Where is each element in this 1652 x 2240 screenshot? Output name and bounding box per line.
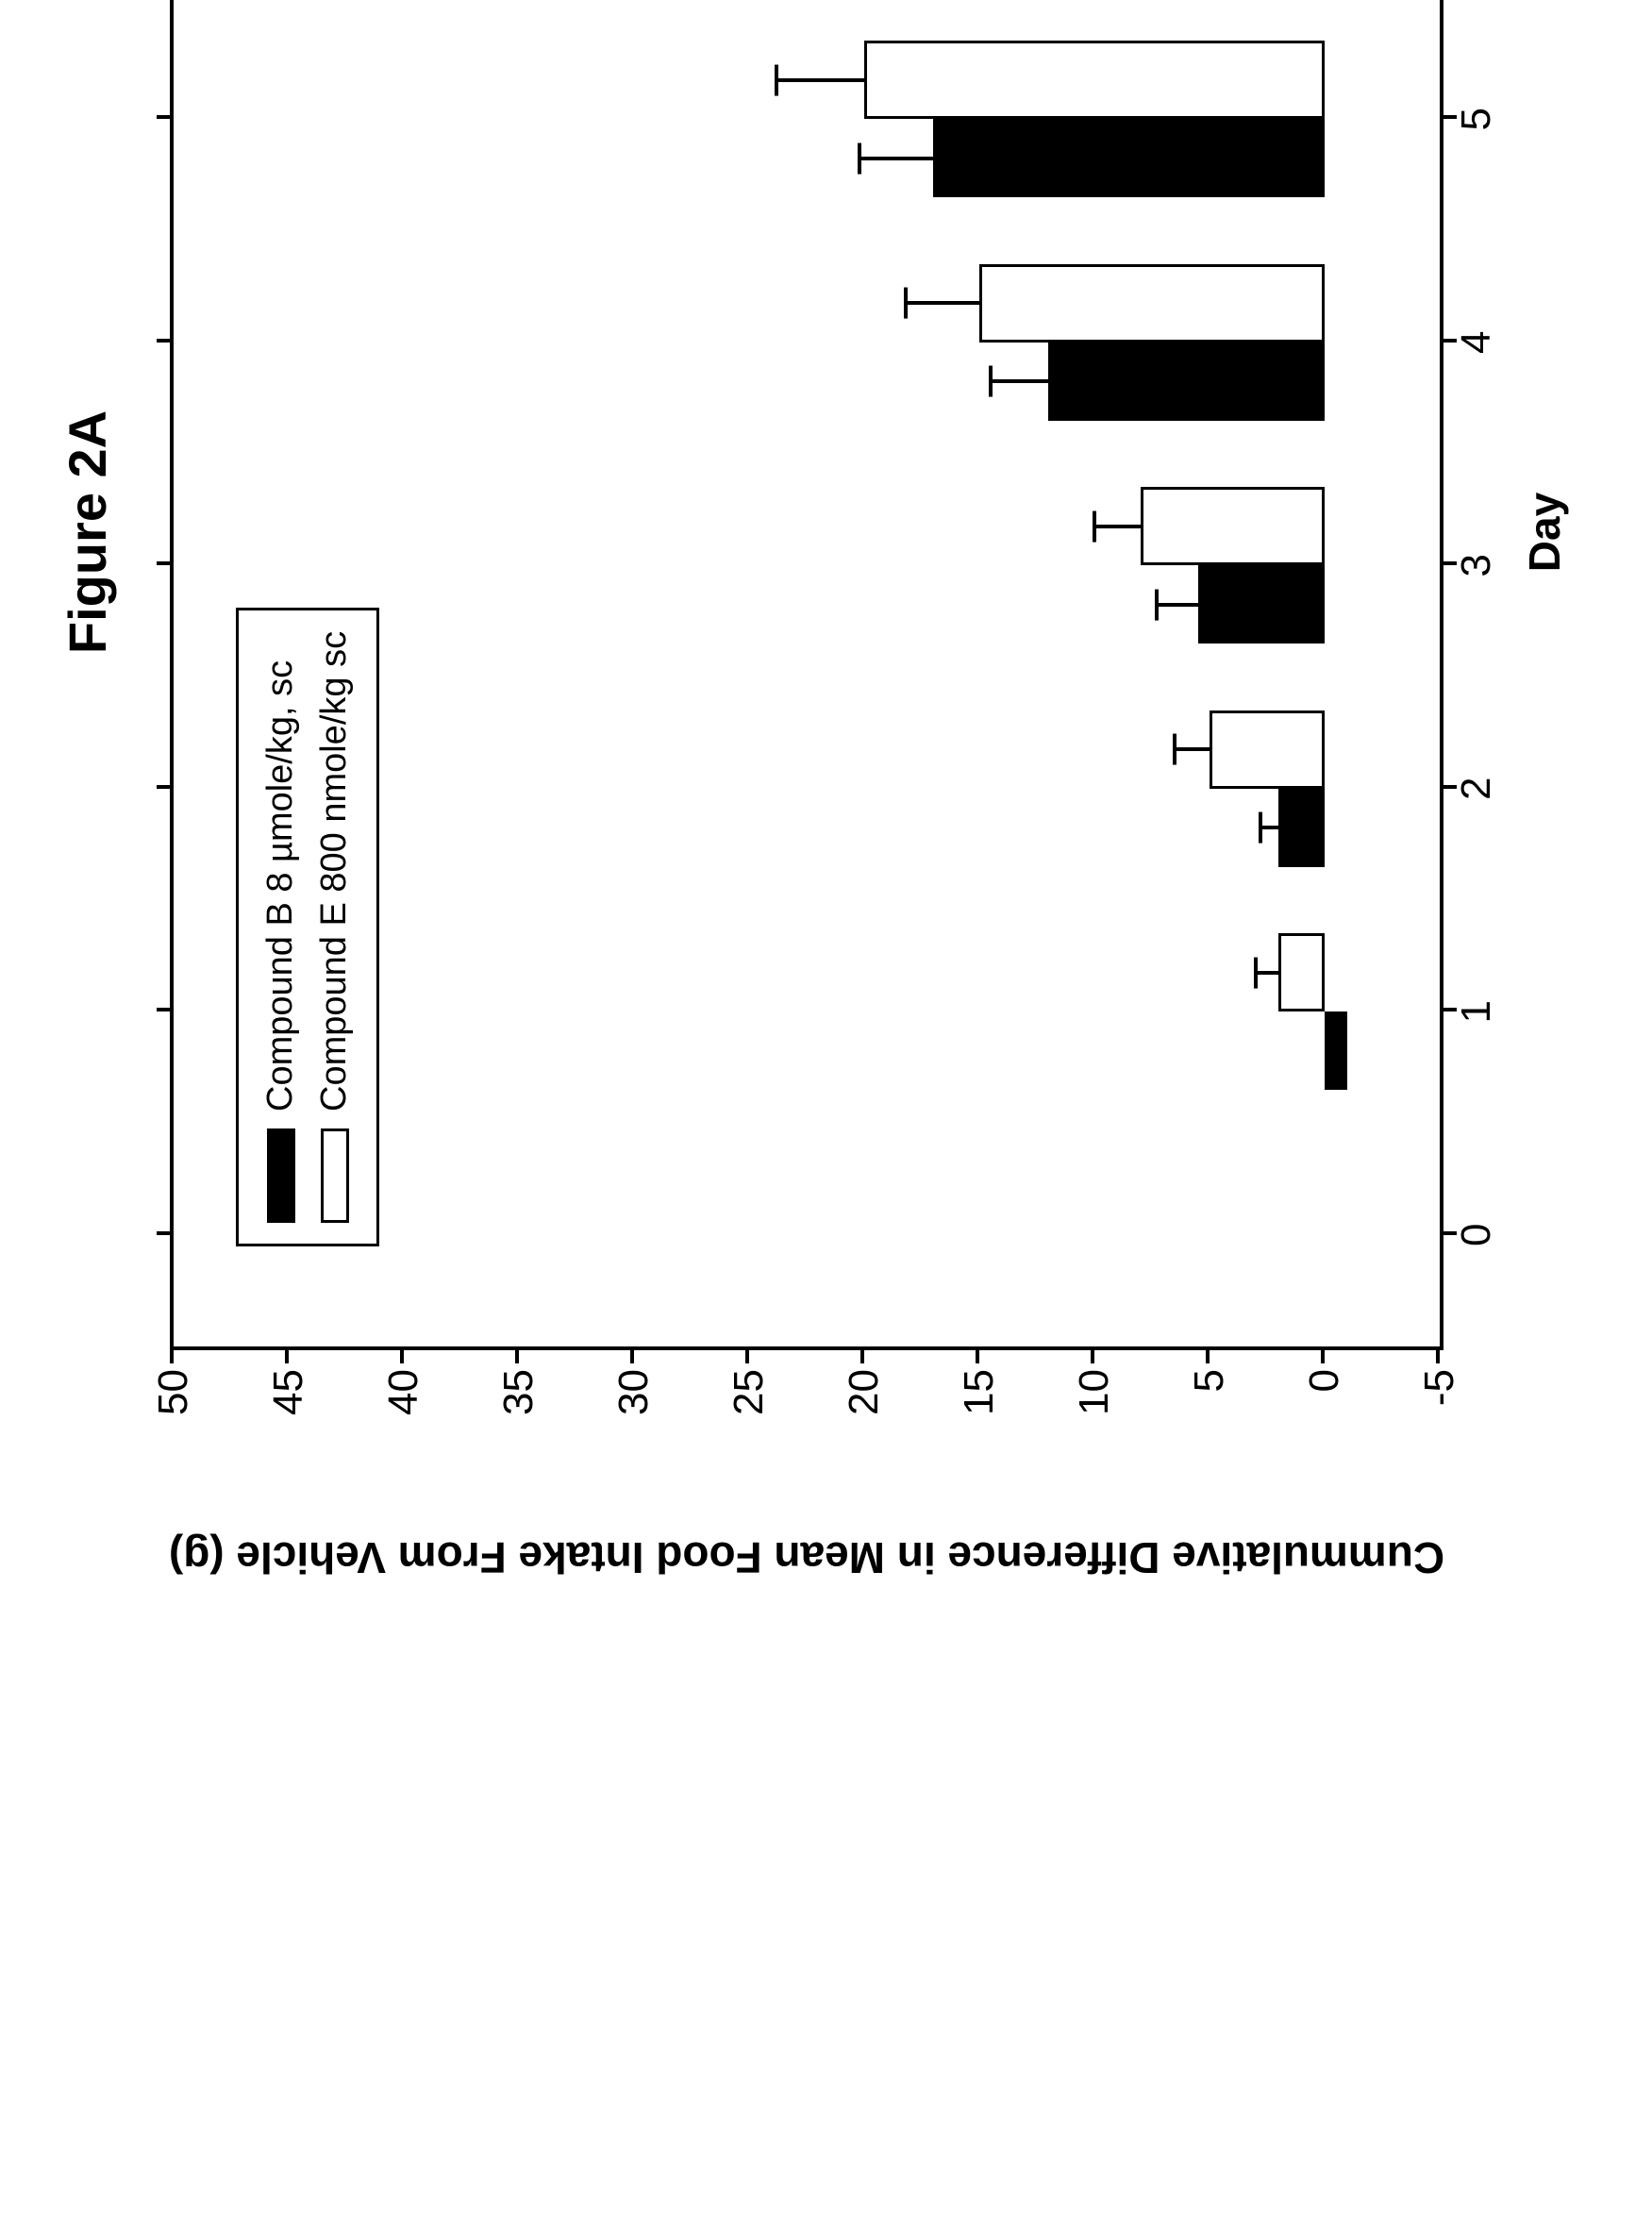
legend-label: Compound B 8 µmole/kg, sc (254, 660, 308, 1112)
x-tick (157, 1231, 170, 1235)
y-tick (976, 1350, 979, 1363)
error-cap (989, 366, 993, 397)
figure-title: Figure 2A (57, 0, 118, 1652)
x-tick-label: 3 (1453, 554, 1500, 577)
bar (864, 41, 1325, 119)
error-cap (1254, 957, 1258, 988)
y-tick (400, 1350, 404, 1363)
error-bar (859, 157, 933, 160)
bar (1278, 933, 1325, 1011)
x-tick (157, 1008, 170, 1011)
legend-item: Compound E 800 nmole/kg sc (308, 631, 361, 1223)
error-bar (1256, 971, 1278, 975)
error-bar (1094, 525, 1141, 528)
bar (1198, 565, 1325, 644)
bar (979, 264, 1325, 343)
y-tick (1091, 1350, 1094, 1363)
x-tick-label: 0 (1453, 1224, 1500, 1246)
bar (1141, 487, 1325, 565)
y-tick (745, 1350, 749, 1363)
error-bar (776, 78, 864, 82)
x-tick-label: 2 (1453, 777, 1500, 800)
y-tick-label: 25 (726, 1369, 773, 1482)
error-bar (1175, 747, 1210, 751)
y-tick-label: 50 (150, 1369, 197, 1482)
error-bar (1157, 603, 1198, 607)
y-tick (170, 1350, 174, 1363)
x-tick (157, 785, 170, 789)
y-axis-label: Cummulative Difference in Mean Food Inta… (169, 1532, 1444, 1583)
x-tick-label: 4 (1453, 331, 1500, 354)
y-tick (1436, 1350, 1440, 1363)
legend-item: Compound B 8 µmole/kg, sc (254, 631, 308, 1223)
bar (1210, 710, 1325, 789)
error-cap (1259, 812, 1262, 844)
bar (1278, 789, 1325, 867)
y-tick-label: 15 (956, 1369, 1003, 1482)
bar (933, 119, 1325, 197)
x-tick-label: 5 (1453, 108, 1500, 130)
y-tick-label: 45 (265, 1369, 312, 1482)
y-tick-label: 30 (610, 1369, 658, 1482)
error-cap (858, 142, 861, 174)
y-tick (1321, 1350, 1325, 1363)
error-cap (1173, 734, 1176, 765)
y-tick-label: 35 (495, 1369, 542, 1482)
x-tick (157, 115, 170, 119)
y-tick (630, 1350, 634, 1363)
y-tick-label: 10 (1071, 1369, 1118, 1482)
error-cap (1155, 589, 1159, 620)
legend-label: Compound E 800 nmole/kg sc (308, 631, 361, 1112)
y-tick-label: 0 (1301, 1369, 1348, 1482)
x-tick-label: 1 (1453, 1000, 1500, 1023)
error-cap (904, 288, 908, 319)
y-tick-label: 20 (841, 1369, 888, 1482)
error-cap (775, 64, 778, 95)
error-bar (991, 379, 1048, 383)
legend-swatch (267, 1128, 295, 1223)
error-bar (906, 301, 979, 305)
y-tick-label: -5 (1416, 1369, 1463, 1482)
y-tick (515, 1350, 519, 1363)
bar (1048, 343, 1325, 421)
y-tick (285, 1350, 289, 1363)
bar (1325, 1011, 1347, 1090)
y-tick-label: 5 (1186, 1369, 1233, 1482)
legend: Compound B 8 µmole/kg, scCompound E 800 … (236, 608, 379, 1246)
y-tick (860, 1350, 864, 1363)
x-tick (157, 339, 170, 343)
legend-swatch (321, 1128, 349, 1223)
y-tick-label: 40 (380, 1369, 427, 1482)
y-tick (1206, 1350, 1210, 1363)
x-tick (157, 561, 170, 565)
error-cap (1093, 510, 1096, 542)
error-bar (1260, 826, 1279, 829)
x-axis-label: Day (1519, 0, 1570, 1652)
